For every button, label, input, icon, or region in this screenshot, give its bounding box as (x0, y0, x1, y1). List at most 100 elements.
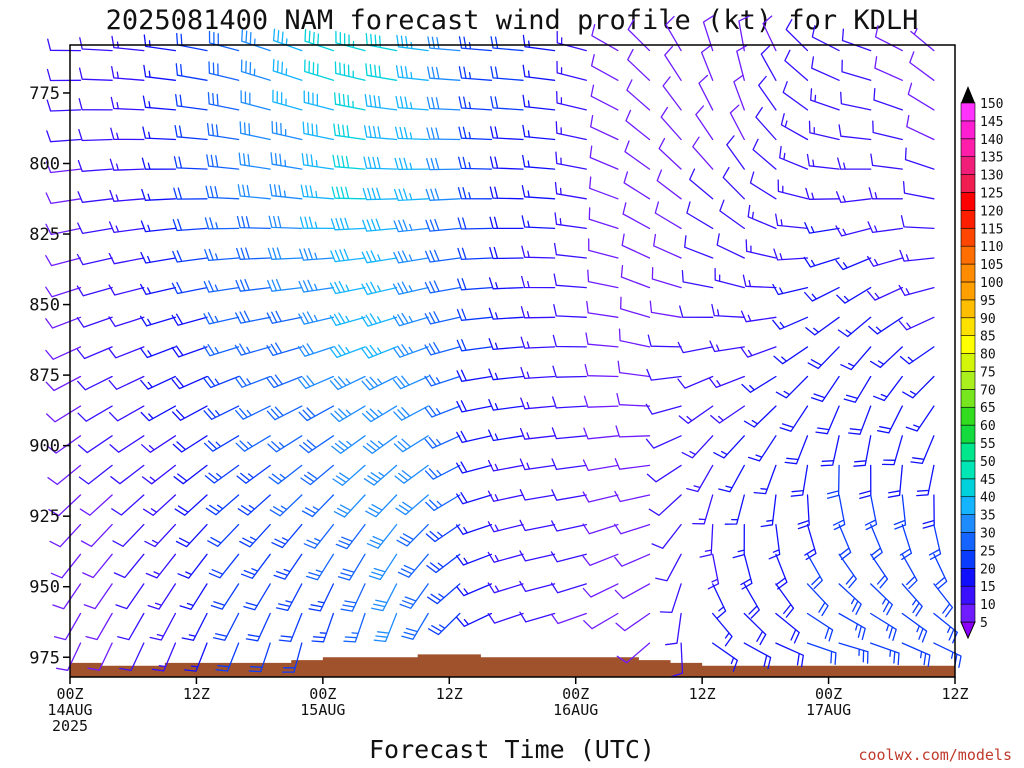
wind-barb (397, 553, 429, 578)
wind-barb (362, 218, 398, 232)
colorbar-swatch (960, 102, 976, 122)
wind-barb (868, 316, 903, 335)
x-tick-label: 12Z (689, 685, 716, 703)
wind-barb (520, 336, 556, 349)
wind-barb (361, 375, 398, 391)
wind-barb (172, 405, 208, 421)
colorbar-label: 15 (980, 580, 996, 595)
wind-barb (203, 435, 240, 452)
wind-barb (305, 553, 335, 581)
wind-barb (392, 375, 429, 390)
wind-barb (365, 494, 398, 518)
wind-barb (710, 405, 745, 424)
wind-barb (362, 187, 398, 201)
wind-barb (329, 280, 366, 295)
wind-barb (337, 553, 366, 581)
wind-barb (775, 612, 800, 644)
wind-barb (424, 311, 461, 325)
wind-barb (235, 310, 271, 324)
wind-barb (77, 405, 113, 422)
wind-barb (395, 95, 429, 111)
colorbar-swatch (960, 317, 976, 336)
wind-barb (678, 405, 714, 424)
wind-barb (270, 152, 303, 170)
wind-barb (458, 96, 493, 111)
wind-barb (712, 642, 738, 672)
wind-barb (870, 553, 889, 589)
wind-barb (139, 315, 177, 327)
colorbar-label: 5 (980, 616, 988, 631)
colorbar-swatch (960, 174, 976, 193)
wind-barb (298, 375, 335, 390)
wind-barb (686, 464, 714, 493)
wind-barb (456, 583, 493, 597)
wind-barb (590, 54, 619, 81)
wind-barb (243, 583, 271, 611)
wind-barb (887, 464, 903, 498)
wind-barb (427, 66, 461, 81)
wind-barb (555, 151, 587, 170)
wind-barb (394, 157, 429, 171)
wind-barb (427, 583, 461, 605)
wind-barb (458, 156, 493, 170)
wind-barb (490, 66, 524, 81)
x-tick-label: 2025 (52, 717, 88, 735)
colorbar-swatch (960, 442, 976, 462)
colorbar-label: 60 (980, 419, 996, 434)
wind-barb (820, 435, 840, 467)
wind-barb (708, 375, 745, 389)
wind-barb (647, 334, 682, 348)
wind-barb (392, 281, 429, 295)
wind-barb (425, 494, 461, 512)
wind-barb (775, 375, 809, 399)
wind-barb (775, 642, 804, 668)
wind-barb (620, 264, 651, 289)
wind-barb (866, 255, 903, 267)
wind-barb (870, 642, 900, 666)
wind-barb (758, 75, 777, 111)
wind-barb (299, 435, 335, 454)
wind-barb (234, 343, 271, 356)
wind-barb (837, 316, 872, 338)
wind-barb (712, 612, 733, 647)
colorbar-swatch (960, 281, 976, 301)
wind-barb (714, 268, 745, 289)
wind-barb (332, 154, 366, 170)
wind-barb (732, 523, 745, 559)
wind-barb (47, 464, 82, 486)
colorbar-label: 135 (980, 151, 1003, 166)
colorbar-swatch (960, 603, 976, 623)
wind-barb (303, 90, 335, 111)
x-tick-label: 00Z (562, 685, 589, 703)
plot-area (70, 45, 955, 677)
wind-barb (426, 157, 461, 171)
wind-barb (298, 279, 335, 293)
wind-barb (587, 269, 619, 289)
wind-barb (552, 365, 587, 378)
y-tick-label: 800 (29, 155, 60, 175)
wind-barb (733, 74, 745, 111)
wind-barb (740, 310, 777, 323)
colorbar-swatch (960, 245, 976, 265)
wind-barb (521, 215, 556, 230)
wind-barb (235, 435, 271, 452)
wind-barb (654, 201, 682, 230)
wind-barb (625, 109, 651, 141)
wind-barb (151, 642, 177, 672)
wind-barb (835, 225, 872, 237)
wind-barb (838, 553, 857, 589)
x-tick-label: 17AUG (806, 701, 851, 719)
wind-barb (933, 583, 954, 618)
wind-barb (742, 274, 777, 289)
colorbar-label: 115 (980, 222, 1003, 237)
wind-barb (810, 375, 840, 403)
colorbar-label: 45 (980, 473, 996, 488)
wind-barb (551, 458, 587, 471)
wind-barb (899, 346, 935, 365)
wind-barb (747, 204, 777, 230)
wind-barb (208, 61, 240, 81)
wind-barb (933, 553, 948, 590)
wind-barb (392, 344, 429, 358)
wind-barb (334, 61, 366, 81)
